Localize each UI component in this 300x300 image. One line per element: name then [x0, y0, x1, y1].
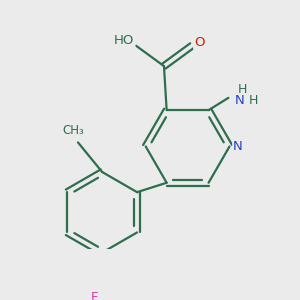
- Text: H: H: [238, 83, 247, 96]
- Text: O: O: [194, 36, 205, 49]
- Text: HO: HO: [114, 34, 134, 47]
- Text: CH₃: CH₃: [63, 124, 85, 137]
- Text: H: H: [248, 94, 258, 107]
- Text: N: N: [234, 94, 244, 107]
- Text: N: N: [233, 140, 243, 153]
- Text: F: F: [90, 291, 98, 300]
